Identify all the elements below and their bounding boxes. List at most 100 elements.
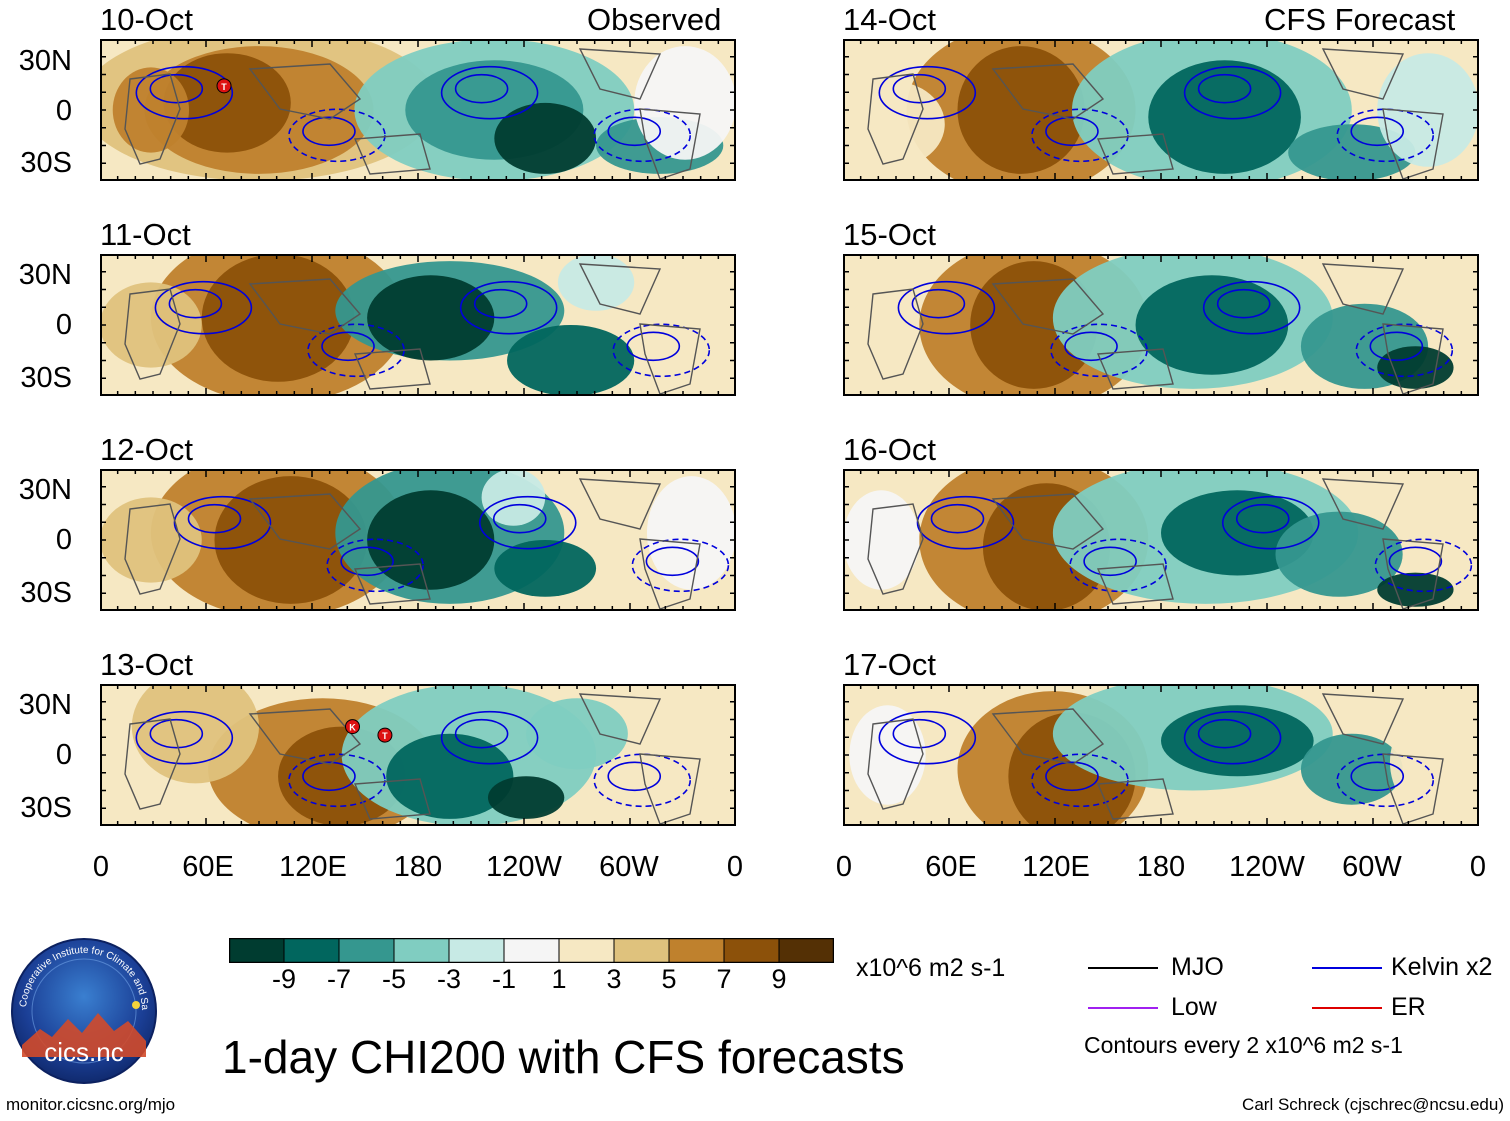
shading-region [1161, 490, 1314, 576]
lat-label-30n: 30N [18, 474, 72, 506]
coastline-australia [353, 778, 431, 820]
source-url[interactable]: monitor.cicsnc.org/mjo [6, 1095, 176, 1114]
kelvin-contour [135, 710, 234, 765]
chi200-shading [843, 684, 1479, 826]
map-panel-10-oct: T [100, 39, 736, 181]
kelvin-contour [473, 288, 528, 319]
coastline-asia [991, 278, 1105, 335]
lat-label-30s: 30S [20, 362, 72, 394]
lat-label-30s: 30S [20, 792, 72, 824]
coastline-australia [353, 563, 431, 605]
kelvin-contours [878, 65, 1435, 163]
shading-region [1377, 53, 1479, 167]
coastlines [124, 478, 701, 610]
panel-date-13-oct: 13-Oct [100, 647, 194, 682]
shading-region [1377, 572, 1454, 607]
kelvin-contour [1183, 65, 1282, 120]
coastline-north-america [1321, 48, 1405, 100]
map-ticks [100, 39, 736, 181]
kelvin-contour [302, 116, 356, 147]
shading-region [367, 275, 495, 361]
coastline-africa [124, 718, 181, 810]
kelvin-contour [892, 718, 947, 749]
coastlines [124, 693, 701, 825]
shading-region [507, 325, 635, 396]
shading-region [957, 46, 1085, 174]
legend-mjo-line [1088, 967, 1158, 969]
coastline-asia [248, 278, 362, 335]
map-panel-16-oct [843, 469, 1479, 611]
legend-low-line [1088, 1007, 1158, 1009]
lon-label-120e: 120E [279, 851, 347, 883]
storm-marker-body [377, 727, 393, 743]
shading-region [487, 776, 565, 819]
author-credit: Carl Schreck (cjschrec@ncsu.edu) [1242, 1095, 1504, 1114]
coastline-africa [124, 73, 181, 165]
colorbar-tick-label: -1 [491, 964, 517, 994]
shading-region [494, 540, 597, 597]
kelvin-contour [1216, 288, 1271, 319]
shading-region [1148, 60, 1301, 174]
coastlines [124, 263, 701, 395]
coastline-africa [867, 718, 924, 810]
colorbar-units: x10^6 m2 s-1 [856, 954, 1006, 982]
panel-date-12-oct: 12-Oct [100, 432, 194, 467]
colorbar-swatch [669, 938, 725, 963]
legend-er-label: ER [1391, 993, 1426, 1021]
chi200-shading [100, 684, 736, 826]
coastline-asia [248, 493, 362, 550]
shading-region [843, 296, 920, 382]
map-ticks [100, 254, 736, 396]
coastline-africa [124, 503, 181, 595]
chi200-shading [100, 254, 736, 396]
coastline-asia [991, 63, 1105, 120]
shading-region [849, 705, 926, 805]
legend-low-label: Low [1171, 993, 1217, 1021]
kelvin-contour [173, 495, 272, 550]
kelvin-contour [1183, 710, 1282, 765]
coastlines [867, 693, 1444, 825]
legend-mjo-label: MJO [1171, 953, 1224, 981]
lat-label-eq: 0 [55, 524, 72, 556]
colorbar [229, 938, 834, 963]
map-ticks [100, 469, 736, 611]
storm-marker: K [344, 719, 360, 735]
shading-region [1161, 705, 1314, 777]
cicsnc-logo: Cooperative Institute for Climate and Sa… [10, 937, 157, 1084]
lon-label-0: 0 [1469, 851, 1487, 883]
panel-date-16-oct: 16-Oct [843, 432, 937, 467]
map-ticks [100, 684, 736, 826]
lon-label-0: 0 [92, 851, 110, 883]
colorbar-swatch [449, 938, 505, 963]
shading-region [100, 282, 202, 368]
kelvin-contour [1235, 503, 1290, 534]
legend-kelvin-line [1312, 967, 1382, 969]
coastline-australia [1096, 563, 1174, 605]
lon-label-120e: 120E [1022, 851, 1090, 883]
colorbar-swatch [229, 938, 285, 963]
kelvin-contour [1350, 116, 1405, 147]
lon-label-180: 180 [1136, 851, 1186, 883]
map-ticks [843, 39, 1479, 181]
map-panel-12-oct [100, 469, 736, 611]
chi200-shading [100, 469, 736, 611]
lon-label-0: 0 [726, 851, 744, 883]
kelvin-contour [288, 108, 386, 163]
colorbar-tick-label: 5 [661, 964, 677, 994]
kelvin-contour [492, 503, 547, 534]
colorbar-tick-label: 3 [606, 964, 622, 994]
coastlines [867, 263, 1444, 395]
shading-region [367, 490, 495, 590]
shading-region [1135, 275, 1289, 375]
lon-label-60e: 60E [182, 851, 234, 883]
shading-region [557, 254, 635, 311]
coastlines [867, 478, 1444, 610]
map-panel-11-oct [100, 254, 736, 396]
kelvin-contour [1064, 331, 1118, 362]
kelvin-contour [1045, 761, 1099, 792]
logo-text: cics.nc [44, 1037, 123, 1067]
kelvin-contour [302, 761, 356, 792]
coastline-asia [248, 63, 362, 120]
coastline-north-america [578, 693, 662, 745]
kelvin-contour [626, 331, 681, 362]
